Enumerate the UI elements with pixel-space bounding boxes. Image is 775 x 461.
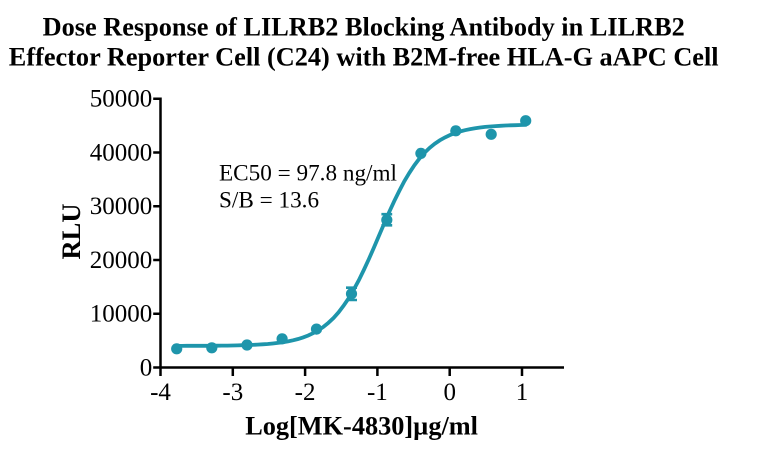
svg-text:30000: 30000 [90, 193, 153, 220]
svg-text:40000: 40000 [90, 139, 153, 166]
svg-text:-3: -3 [222, 379, 243, 406]
svg-text:0: 0 [140, 354, 153, 381]
svg-text:20000: 20000 [90, 247, 153, 274]
svg-text:50000: 50000 [90, 86, 153, 113]
svg-text:-1: -1 [367, 379, 388, 406]
svg-text:Effector Reporter Cell (C24) w: Effector Reporter Cell (C24) with B2M-fr… [9, 42, 719, 71]
svg-text:Dose Response of LILRB2 Blocki: Dose Response of LILRB2 Blocking Antibod… [43, 13, 685, 42]
svg-text:1: 1 [516, 379, 529, 406]
svg-text:S/B = 13.6: S/B = 13.6 [219, 188, 319, 214]
svg-text:RLU: RLU [56, 204, 86, 260]
svg-text:10000: 10000 [90, 301, 153, 328]
svg-text:Log[MK-4830]µg/ml: Log[MK-4830]µg/ml [245, 412, 478, 441]
svg-text:EC50 = 97.8 ng/ml: EC50 = 97.8 ng/ml [219, 161, 397, 187]
svg-text:-4: -4 [150, 379, 171, 406]
svg-text:-2: -2 [295, 379, 316, 406]
svg-text:0: 0 [443, 379, 456, 406]
